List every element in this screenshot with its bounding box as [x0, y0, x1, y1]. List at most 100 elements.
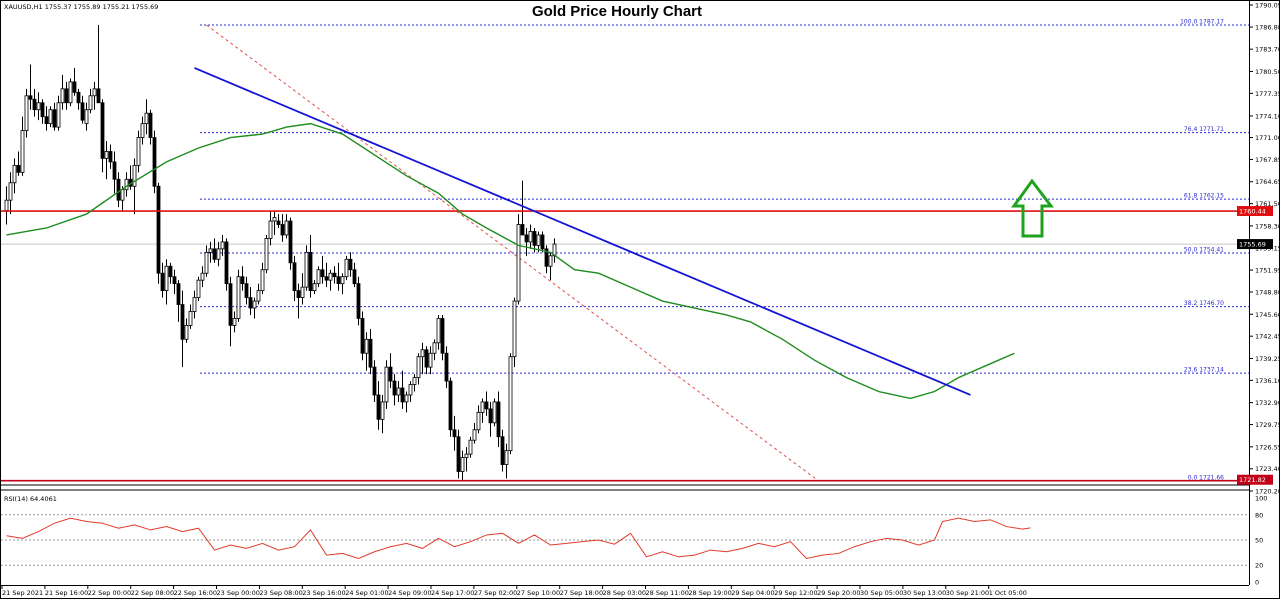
candle-body	[432, 342, 437, 354]
support-price-tag-box	[1237, 474, 1273, 485]
time-tick-label: 23 Sep 08:00	[259, 589, 302, 597]
price-tick-label: 1723.40	[1255, 465, 1280, 473]
candle	[8, 172, 13, 215]
candle	[444, 346, 449, 389]
candle-body	[192, 297, 197, 312]
candle-body	[484, 401, 489, 410]
candle	[208, 241, 213, 263]
candle-body	[460, 457, 465, 472]
candle-body	[100, 102, 105, 159]
fib-level-label: 38.2 1746.70	[1184, 300, 1224, 307]
candle-body	[144, 112, 149, 125]
candle	[188, 304, 193, 329]
candle	[76, 88, 81, 110]
candle	[480, 398, 485, 423]
candle	[504, 443, 509, 479]
time-tick-label: 24 Sep 01:00	[345, 589, 388, 597]
candle	[100, 99, 105, 173]
candle	[112, 151, 117, 194]
time-tick-label: 28 Sep 11:00	[646, 589, 689, 597]
price-tick-label: 1726.55	[1255, 443, 1280, 451]
chart-title: Gold Price Hourly Chart	[532, 3, 702, 20]
candle	[168, 262, 173, 284]
candle-body	[252, 300, 257, 309]
candle-body	[124, 178, 129, 191]
candle-body	[288, 220, 293, 264]
candle-body	[444, 352, 449, 382]
candle-body	[176, 283, 181, 305]
candle	[224, 238, 229, 291]
candle-body	[384, 366, 389, 403]
candle-body	[516, 224, 521, 302]
candle-body	[248, 297, 253, 309]
candle-body	[512, 300, 517, 358]
candle-body	[16, 164, 21, 173]
candle-body	[344, 258, 349, 278]
candle-body	[424, 349, 429, 368]
candle	[264, 234, 269, 274]
candle-body	[356, 283, 361, 319]
candle-body	[132, 164, 137, 187]
candle	[468, 436, 473, 458]
candle-body	[80, 102, 85, 121]
candle	[360, 311, 365, 361]
candle	[56, 95, 61, 131]
candle	[420, 342, 425, 375]
candle-body	[112, 161, 117, 180]
candle	[464, 447, 469, 472]
candle	[424, 346, 429, 375]
candle	[52, 102, 57, 131]
candle	[36, 92, 41, 121]
candle	[304, 245, 309, 291]
candle-body	[48, 109, 53, 125]
candle-body	[228, 283, 233, 326]
candle	[200, 266, 205, 288]
candle	[32, 88, 37, 117]
candle	[172, 269, 177, 295]
candle	[296, 283, 301, 319]
candle	[500, 429, 505, 472]
candle-body	[528, 231, 533, 243]
candle	[236, 269, 241, 322]
candle	[440, 314, 445, 361]
candle	[220, 234, 225, 256]
candle-body	[8, 182, 13, 201]
candle	[392, 374, 397, 406]
candle-body	[180, 304, 185, 340]
price-axis: 1790.05 1786.88 1783.70 1780.50 1777.35 1774.…	[1249, 2, 1280, 496]
candle	[432, 339, 437, 361]
rsi-axis-label: 80	[1255, 511, 1263, 519]
candle-body	[508, 356, 513, 452]
candle-body	[320, 269, 325, 278]
candle	[28, 64, 33, 110]
price-tick-label: 1761.50	[1255, 200, 1280, 208]
candle-body	[188, 311, 193, 326]
candle	[336, 262, 341, 291]
price-tick-label: 1790.05	[1255, 2, 1280, 10]
time-tick-label: 22 Sep 00:00	[88, 589, 131, 597]
candle	[332, 266, 337, 284]
candle-body	[276, 220, 281, 225]
candle	[508, 353, 513, 455]
price-tick-label: 1764.65	[1255, 178, 1280, 186]
candle-body	[296, 290, 301, 298]
candle	[452, 415, 457, 451]
candle	[320, 255, 325, 284]
price-tick-label: 1745.60	[1255, 311, 1280, 319]
time-tick-label: 22 Sep 16:00	[174, 589, 217, 597]
candle	[312, 280, 317, 295]
price-tick-label: 1783.70	[1255, 46, 1280, 54]
candle	[104, 141, 109, 180]
candle-body	[492, 401, 497, 424]
candle	[244, 276, 249, 305]
candle	[512, 297, 517, 368]
candle	[240, 266, 245, 291]
candle-body	[32, 98, 37, 111]
time-tick-label: 29 Sep 12:00	[774, 589, 817, 597]
time-tick-label: 23 Sep 16:00	[302, 589, 345, 597]
price-tick-label: 1774.10	[1255, 112, 1280, 120]
candle-body	[348, 258, 353, 271]
candle-body	[456, 436, 461, 472]
candle	[488, 401, 493, 437]
